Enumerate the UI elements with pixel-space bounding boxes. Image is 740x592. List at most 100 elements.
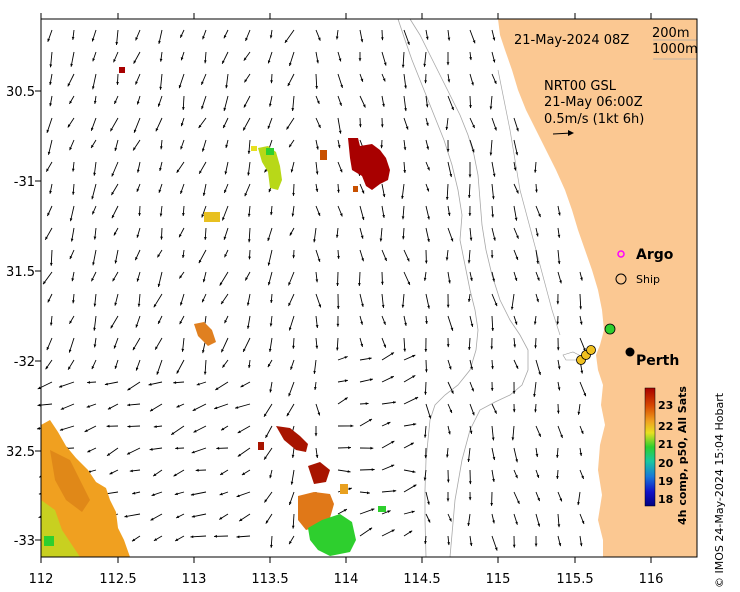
current-arrow-head [157, 103, 161, 107]
current-arrow-head [471, 149, 475, 153]
current-arrow-head [221, 301, 224, 305]
current-arrow-head [557, 234, 561, 238]
current-arrow-head [133, 129, 137, 133]
current-arrow-head [313, 370, 316, 374]
current-arrow-head [202, 279, 206, 283]
current-arrow-head [492, 196, 495, 200]
current-arrow-head [93, 236, 97, 240]
current-arrow-head [111, 191, 114, 196]
current-arrow-head [315, 279, 319, 283]
current-arrow-head [425, 321, 428, 324]
current-arrow-head [202, 192, 206, 196]
current-arrow-head [69, 218, 73, 222]
sst-pixel-green [378, 506, 386, 512]
current-arrow-head [222, 60, 225, 64]
current-arrow-head [290, 481, 294, 485]
current-arrow-head [180, 34, 183, 38]
current-arrow-head [136, 101, 140, 105]
isobath-200m [397, 18, 479, 558]
current-arrow-head [180, 146, 183, 150]
current-arrow-head [516, 190, 519, 194]
current-arrow-head [247, 150, 251, 154]
y-tick-label: -33 [14, 534, 35, 549]
current-arrow-head [224, 171, 228, 175]
current-arrow-head [471, 388, 474, 392]
current-arrow-head [382, 78, 386, 82]
current-arrow-head [136, 278, 140, 282]
sst-patch-west [194, 322, 216, 346]
current-arrow-head [493, 80, 497, 84]
current-arrow-head [270, 212, 273, 216]
current-arrow-head [423, 277, 427, 281]
current-arrow-head [69, 147, 72, 151]
current-arrow-head [534, 169, 537, 173]
current-arrow-head [468, 213, 472, 216]
current-arrow-head [114, 302, 118, 306]
current-arrow-head [127, 425, 131, 428]
current-arrow-head [193, 429, 197, 433]
current-arrow-head [538, 371, 541, 375]
current-arrow-head [69, 255, 73, 260]
current-arrow-head [391, 441, 395, 444]
current-arrow-head [401, 304, 405, 308]
current-arrow-head [491, 437, 495, 441]
current-arrow-head [382, 214, 385, 218]
current-arrow-head [470, 277, 473, 281]
current-arrow-head [348, 487, 352, 491]
current-arrow-head [407, 41, 410, 45]
sst-pixel-green [44, 536, 54, 546]
current-arrow-head [135, 367, 139, 371]
sst-pixel [340, 484, 348, 494]
current-arrow-head [114, 365, 118, 369]
current-arrow-head [156, 371, 160, 375]
current-arrow-head [288, 282, 291, 286]
isobath-label-1000m: 1000m [652, 42, 698, 57]
current-arrow-head [93, 303, 97, 307]
x-tick-label: 112 [29, 572, 54, 587]
current-arrow-head [202, 350, 205, 354]
current-arrow-head [91, 366, 95, 370]
current-arrow-head [110, 128, 113, 132]
current-arrow-head [472, 124, 475, 129]
current-arrow-head [380, 145, 384, 149]
current-arrow-head [290, 169, 294, 173]
current-arrow-head [292, 192, 295, 196]
current-arrow-head [472, 40, 476, 44]
current-arrow-head [446, 479, 450, 483]
current-arrow-head [314, 433, 318, 437]
current-arrow-head [43, 281, 46, 285]
current-arrow-head [338, 130, 342, 134]
current-arrow-head [339, 213, 343, 217]
current-arrow-head [492, 59, 496, 63]
current-arrow-head [469, 105, 472, 108]
current-arrow-head [468, 174, 472, 178]
current-arrow-head [69, 320, 73, 324]
current-arrow-head [339, 169, 343, 173]
current-arrow-head [344, 356, 348, 359]
current-arrow-head [248, 256, 251, 260]
current-arrow-head [424, 80, 427, 84]
current-arrow-head [425, 104, 429, 108]
current-arrow-head [158, 189, 162, 193]
current-arrow-head [360, 235, 364, 239]
current-arrow-head [93, 327, 96, 331]
current-arrow-head [446, 149, 450, 152]
current-arrow-head [393, 489, 397, 493]
current-arrow-head [289, 541, 292, 545]
current-arrow-head [225, 85, 228, 89]
current-arrow-head [153, 425, 157, 428]
current-arrow-head [391, 529, 395, 533]
current-arrow-head [515, 256, 519, 260]
current-arrow-head [180, 57, 184, 61]
current-arrow-head [361, 303, 364, 307]
current-arrow-head [366, 491, 370, 495]
current-arrow-head [190, 535, 194, 539]
current-arrow-head [136, 234, 140, 238]
current-arrow-head [424, 349, 428, 352]
current-arrow-head [68, 366, 71, 370]
current-arrow-head [413, 484, 417, 488]
y-tick-label: 30.5 [6, 85, 35, 100]
x-tick-label: 114 [334, 572, 359, 587]
current-arrow-head [558, 212, 561, 216]
